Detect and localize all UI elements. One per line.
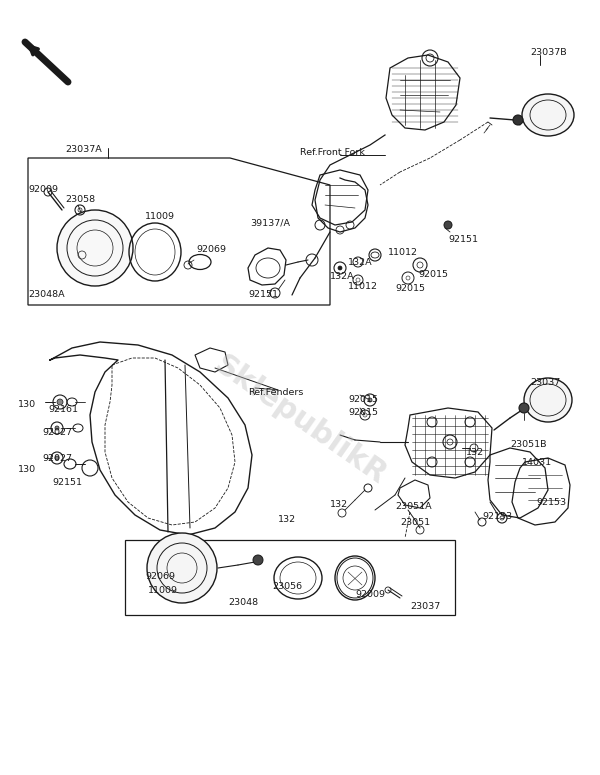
- Circle shape: [55, 456, 59, 460]
- Text: Ref.Front Fork: Ref.Front Fork: [300, 148, 365, 157]
- Circle shape: [368, 398, 372, 402]
- Text: 23037A: 23037A: [65, 145, 102, 154]
- Text: 132: 132: [330, 500, 348, 509]
- Text: 130: 130: [18, 465, 36, 474]
- Circle shape: [338, 266, 342, 270]
- Text: 23058: 23058: [65, 195, 95, 204]
- Ellipse shape: [524, 378, 572, 422]
- Circle shape: [57, 399, 63, 405]
- Text: 11009: 11009: [145, 212, 175, 221]
- Circle shape: [147, 533, 217, 603]
- Text: 23056: 23056: [272, 582, 302, 591]
- Text: 23037: 23037: [410, 602, 440, 611]
- Text: 132: 132: [466, 448, 484, 457]
- Text: 92153: 92153: [536, 498, 566, 507]
- Text: 23048A: 23048A: [28, 290, 65, 299]
- Text: 132A: 132A: [330, 272, 355, 281]
- Text: 92151: 92151: [448, 235, 478, 244]
- Text: 92161: 92161: [48, 405, 78, 414]
- Circle shape: [444, 221, 452, 229]
- Text: 92027: 92027: [42, 428, 72, 437]
- Text: Ref.Fenders: Ref.Fenders: [248, 388, 304, 397]
- Text: 23051B: 23051B: [510, 440, 547, 449]
- Text: 92027: 92027: [42, 454, 72, 463]
- Text: 92151: 92151: [248, 290, 278, 299]
- Text: 92015: 92015: [348, 408, 378, 417]
- Text: 132A: 132A: [348, 258, 373, 267]
- Ellipse shape: [522, 94, 574, 136]
- Text: 132: 132: [278, 515, 296, 524]
- Text: 92009: 92009: [355, 590, 385, 599]
- Text: 92009: 92009: [28, 185, 58, 194]
- Circle shape: [513, 115, 523, 125]
- Text: 92015: 92015: [395, 284, 425, 293]
- Circle shape: [519, 403, 529, 413]
- Text: 14031: 14031: [522, 458, 552, 467]
- Circle shape: [57, 210, 133, 286]
- Text: 23051: 23051: [400, 518, 430, 527]
- Text: 23048: 23048: [228, 598, 258, 607]
- Text: 130: 130: [18, 400, 36, 409]
- Text: 92151: 92151: [52, 478, 82, 487]
- Text: 11012: 11012: [348, 282, 378, 291]
- Circle shape: [253, 555, 263, 565]
- Circle shape: [55, 426, 59, 430]
- Text: 23037: 23037: [530, 378, 560, 387]
- Text: 23051A: 23051A: [395, 502, 431, 511]
- Text: 39137/A: 39137/A: [250, 218, 290, 227]
- Text: 92069: 92069: [145, 572, 175, 581]
- Text: 11009: 11009: [148, 586, 178, 595]
- Text: 92015: 92015: [418, 270, 448, 279]
- Text: 92153: 92153: [482, 512, 512, 521]
- Text: 11012: 11012: [388, 248, 418, 257]
- Text: 92015: 92015: [348, 395, 378, 404]
- Text: SklepublikR: SklepublikR: [208, 350, 392, 490]
- Text: 23037B: 23037B: [530, 48, 566, 57]
- Text: 92069: 92069: [196, 245, 226, 254]
